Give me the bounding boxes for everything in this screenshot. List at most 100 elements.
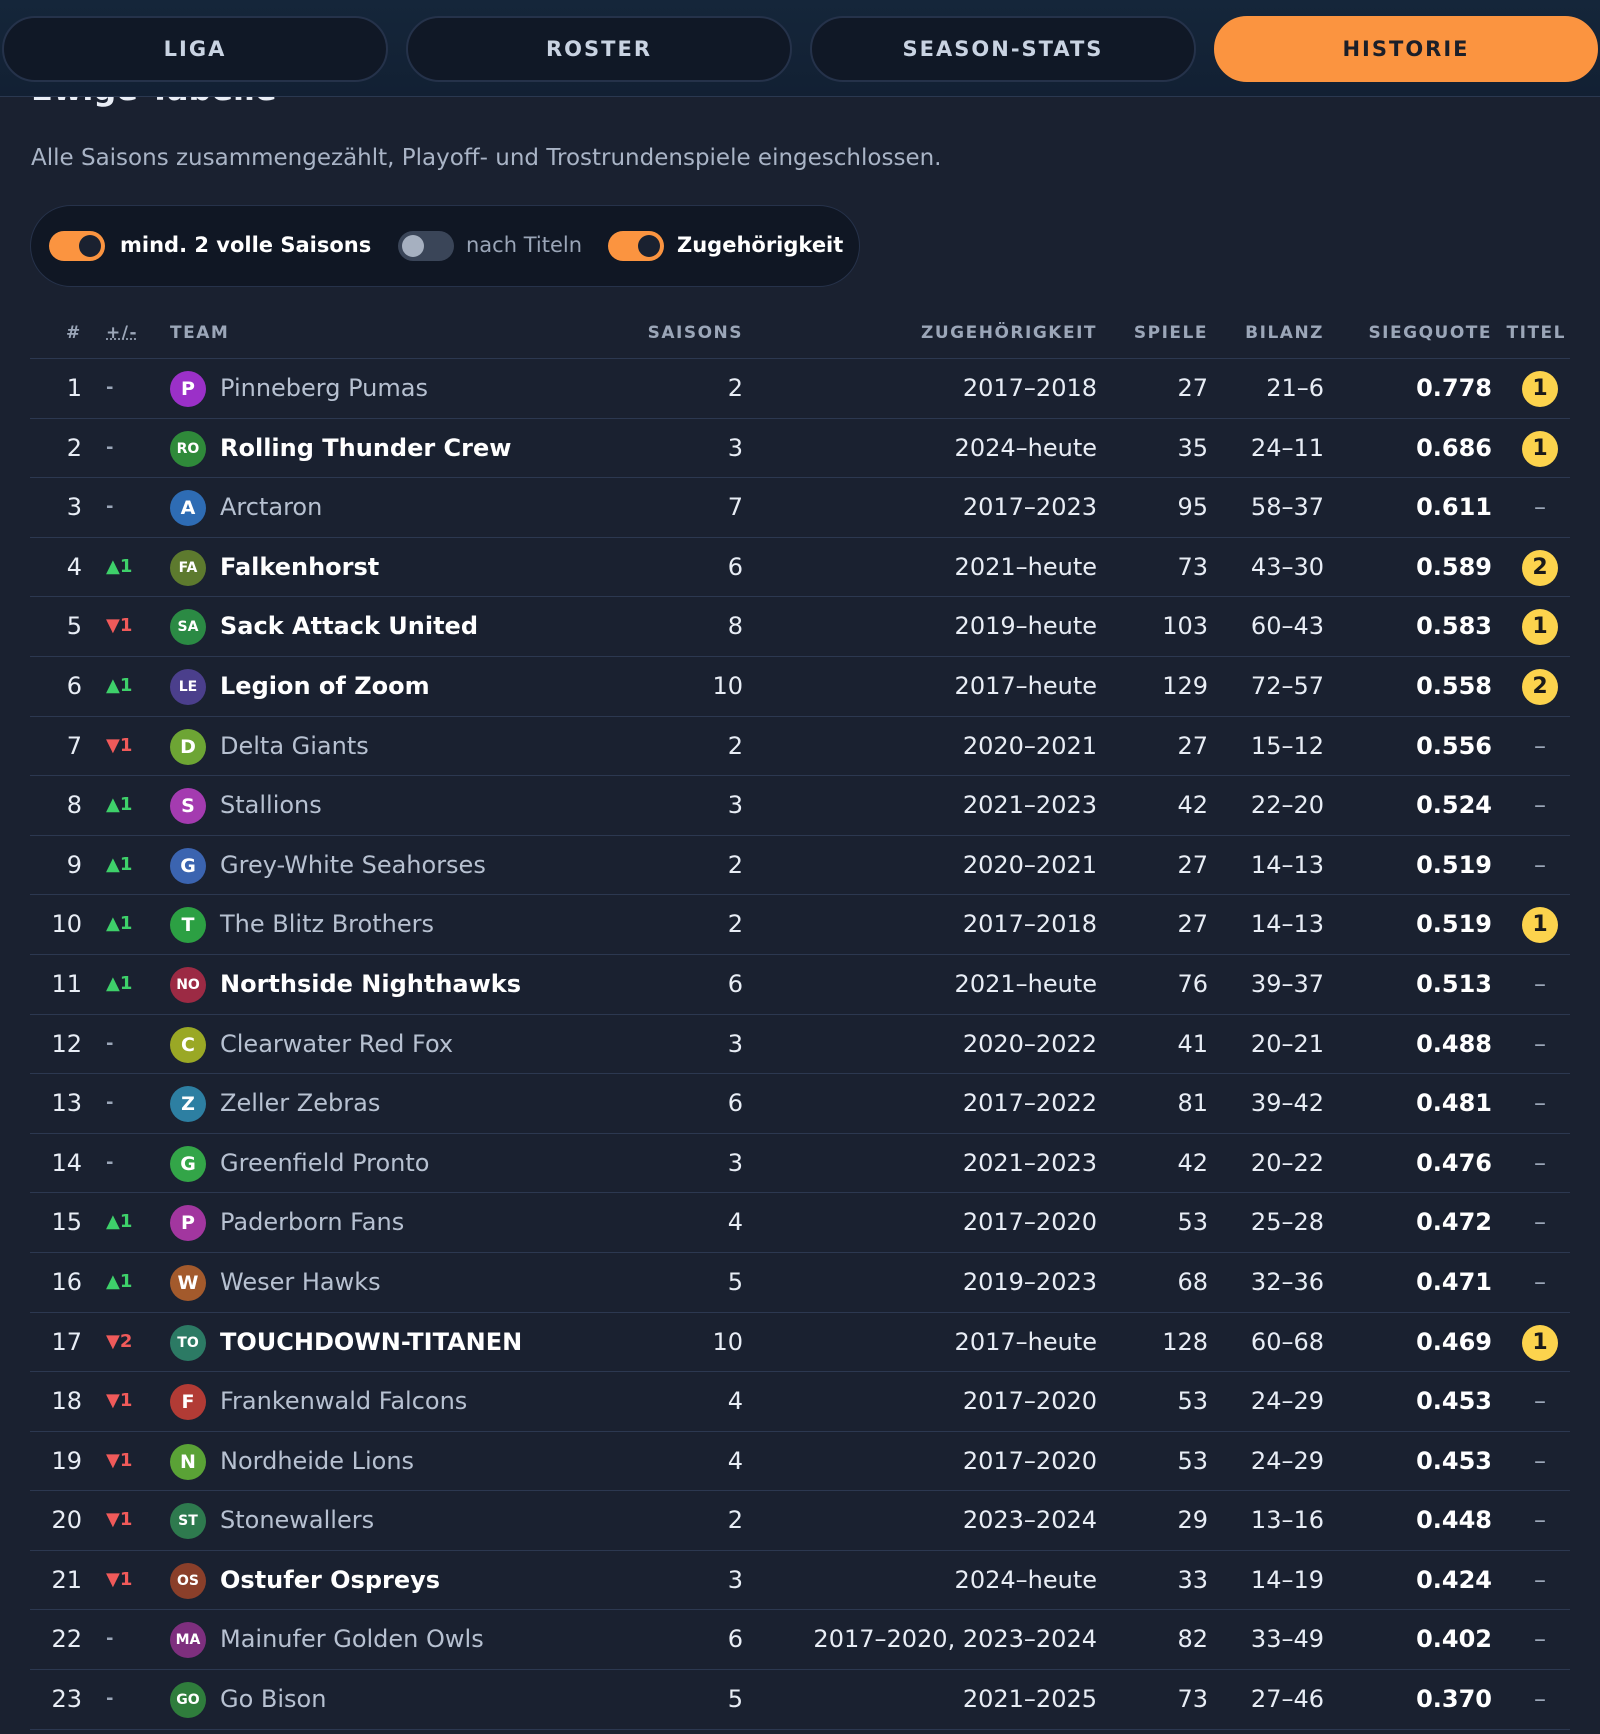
table-row[interactable]: 16 ▲1 W Weser Hawks 5 2019–2023 68 32–36 0.471 – [30, 1253, 1570, 1313]
team-name[interactable]: Grey-White Seahorses [220, 850, 486, 879]
team-name[interactable]: Go Bison [220, 1685, 327, 1714]
team-name[interactable]: Pinneberg Pumas [220, 374, 428, 402]
table-row[interactable]: 15 ▲1 P Paderborn Fans 4 2017–2020 53 25–28 0.47… [30, 1193, 1570, 1253]
rank-change: ▼1 [106, 1449, 133, 1471]
record-cell: 24–11 [1250, 433, 1324, 462]
team-name[interactable]: Nordheide Lions [220, 1446, 415, 1475]
tab-liga[interactable]: LIGA [2, 16, 388, 82]
record-cell: 27–46 [1250, 1685, 1324, 1714]
games-cell: 27 [1177, 910, 1208, 939]
filter-label-min-seasons[interactable]: mind. 2 volle Saisons [120, 233, 372, 257]
table-row[interactable]: 4 ▲1 FA Falkenhorst 6 2021–heute 73 43–30 0.589 2 [30, 538, 1570, 598]
table-row[interactable]: 12 - C Clearwater Red Fox 3 2020–2022 41 20–21 0… [30, 1015, 1570, 1075]
table-row[interactable]: 23 - GO Go Bison 5 2021–2025 73 27–46 0.370 – [30, 1670, 1570, 1730]
toggle-knob [79, 235, 101, 257]
rank-change: ▲1 [106, 913, 133, 935]
team-name[interactable]: Paderborn Fans [220, 1208, 405, 1237]
record-cell: 58–37 [1250, 493, 1324, 522]
games-cell: 53 [1177, 1446, 1208, 1475]
table-row[interactable]: 3 - A Arctaron 7 2017–2023 95 58–37 0.611 – [30, 478, 1570, 538]
rank-cell: 5 [66, 612, 82, 641]
record-cell: 20–21 [1250, 1029, 1324, 1058]
team-avatar: S [170, 788, 206, 825]
tab-roster[interactable]: ROSTER [406, 16, 792, 82]
team-name[interactable]: Delta Giants [220, 731, 369, 760]
record-cell: 60–43 [1250, 612, 1324, 641]
no-title-dash: – [1534, 731, 1546, 760]
team-name[interactable]: Sack Attack United [220, 612, 479, 641]
team-name[interactable]: Ostufer Ospreys [220, 1565, 441, 1594]
filter-label-by-titles[interactable]: nach Titeln [466, 233, 583, 257]
titles-cell: 1 [1510, 597, 1570, 655]
col-win-pct[interactable]: SIEGQUOTE [1368, 323, 1492, 343]
tab-historie[interactable]: HISTORIE [1214, 16, 1598, 82]
team-name[interactable]: Zeller Zebras [220, 1089, 381, 1118]
title-count-badge: 1 [1522, 371, 1558, 407]
col-team[interactable]: TEAM [170, 323, 230, 343]
table-row[interactable]: 8 ▲1 S Stallions 3 2021–2023 42 22–20 0.524 – [30, 776, 1570, 836]
table-row[interactable]: 17 ▼2 TO TOUCHDOWN-TITANEN 10 2017–heute 128 60… [30, 1313, 1570, 1373]
col-seasons[interactable]: SAISONS [647, 323, 743, 343]
team-name[interactable]: Rolling Thunder Crew [220, 433, 512, 462]
team-name[interactable]: Clearwater Red Fox [220, 1029, 454, 1058]
team-name[interactable]: Stonewallers [220, 1506, 375, 1535]
rank-change: ▼1 [106, 1390, 133, 1412]
table-row[interactable]: 21 ▼1 OS Ostufer Ospreys 3 2024–heute 33 14–19 0… [30, 1551, 1570, 1611]
team-name[interactable]: The Blitz Brothers [220, 910, 434, 939]
table-row[interactable]: 19 ▼1 N Nordheide Lions 4 2017–2020 53 24–29 0.4… [30, 1432, 1570, 1492]
filter-label-membership[interactable]: Zugehörigkeit [677, 233, 844, 257]
team-name[interactable]: Mainufer Golden Owls [220, 1625, 484, 1654]
col-record[interactable]: BILANZ [1245, 323, 1324, 343]
table-row[interactable]: 10 ▲1 T The Blitz Brothers 2 2017–2018 27 14–13… [30, 895, 1570, 955]
table-row[interactable]: 1 - P Pinneberg Pumas 2 2017–2018 27 21–6 0.778 1 [30, 359, 1570, 419]
team-name[interactable]: Falkenhorst [220, 552, 380, 581]
team-name[interactable]: Northside Nighthawks [220, 969, 522, 998]
table-row[interactable]: 22 - MA Mainufer Golden Owls 6 2017–2020, 202… [30, 1610, 1570, 1671]
title-count-badge: 1 [1522, 907, 1558, 944]
seasons-cell: 10 [712, 1327, 743, 1356]
toggle-membership[interactable] [608, 231, 664, 261]
table-row[interactable]: 7 ▼1 D Delta Giants 2 2020–2021 27 15–12 0.556 – [30, 717, 1570, 777]
record-cell: 21–6 [1266, 374, 1324, 402]
team-name[interactable]: Arctaron [220, 493, 323, 522]
toggle-by-titles[interactable] [398, 231, 454, 261]
team-name[interactable]: Weser Hawks [220, 1267, 381, 1296]
col-titles[interactable]: TITEL [1506, 323, 1566, 343]
record-cell: 15–12 [1250, 731, 1324, 760]
rank-cell: 7 [66, 731, 82, 760]
col-membership[interactable]: ZUGEHÖRIGKEIT [921, 323, 1097, 343]
tab-season-stats[interactable]: SEASON-STATS [810, 16, 1196, 82]
games-cell: 27 [1177, 850, 1208, 879]
team-avatar: FA [170, 549, 206, 586]
rank-cell: 1 [66, 374, 82, 402]
win-pct-cell: 0.589 [1416, 552, 1492, 581]
table-row[interactable]: 14 - G Greenfield Pronto 3 2021–2023 42 20–22 0.… [30, 1134, 1570, 1194]
team-name[interactable]: Greenfield Pronto [220, 1148, 430, 1177]
table-row[interactable]: 11 ▲1 NO Northside Nighthawks 6 2021–heute 76 3… [30, 955, 1570, 1015]
rank-cell: 18 [51, 1387, 82, 1416]
team-avatar: GO [170, 1682, 206, 1719]
team-avatar: F [170, 1384, 206, 1421]
table-row[interactable]: 18 ▼1 F Frankenwald Falcons 4 2017–2020 53 24–2… [30, 1372, 1570, 1432]
rank-change: - [106, 1032, 114, 1054]
team-name[interactable]: TOUCHDOWN-TITANEN [220, 1327, 523, 1356]
col-change[interactable]: +/- [106, 323, 139, 343]
table-row[interactable]: 6 ▲1 LE Legion of Zoom 10 2017–heute 129 72–57 0… [30, 657, 1570, 717]
team-name[interactable]: Frankenwald Falcons [220, 1387, 468, 1416]
table-row[interactable]: 2 - RO Rolling Thunder Crew 3 2024–heute 35 24–… [30, 419, 1570, 479]
team-name[interactable]: Stallions [220, 791, 322, 820]
table-row[interactable]: 5 ▼1 SA Sack Attack United 8 2019–heute 103 60–… [30, 597, 1570, 657]
rank-change: - [106, 377, 114, 398]
rank-cell: 10 [51, 910, 82, 939]
table-row[interactable]: 13 - Z Zeller Zebras 6 2017–2022 81 39–42 0.481 – [30, 1074, 1570, 1134]
col-rank[interactable]: # [66, 323, 82, 343]
rank-cell: 2 [66, 433, 82, 462]
titles-cell: – [1510, 1253, 1570, 1311]
col-games[interactable]: SPIELE [1133, 323, 1208, 343]
table-row[interactable]: 9 ▲1 G Grey-White Seahorses 2 2020–2021 27 14–1… [30, 836, 1570, 896]
titles-cell: 2 [1510, 538, 1570, 596]
table-row[interactable]: 20 ▼1 ST Stonewallers 2 2023–2024 29 13–16 0.448… [30, 1491, 1570, 1551]
toggle-min-seasons[interactable] [49, 231, 105, 261]
team-name[interactable]: Legion of Zoom [220, 671, 430, 700]
record-cell: 72–57 [1250, 671, 1324, 700]
